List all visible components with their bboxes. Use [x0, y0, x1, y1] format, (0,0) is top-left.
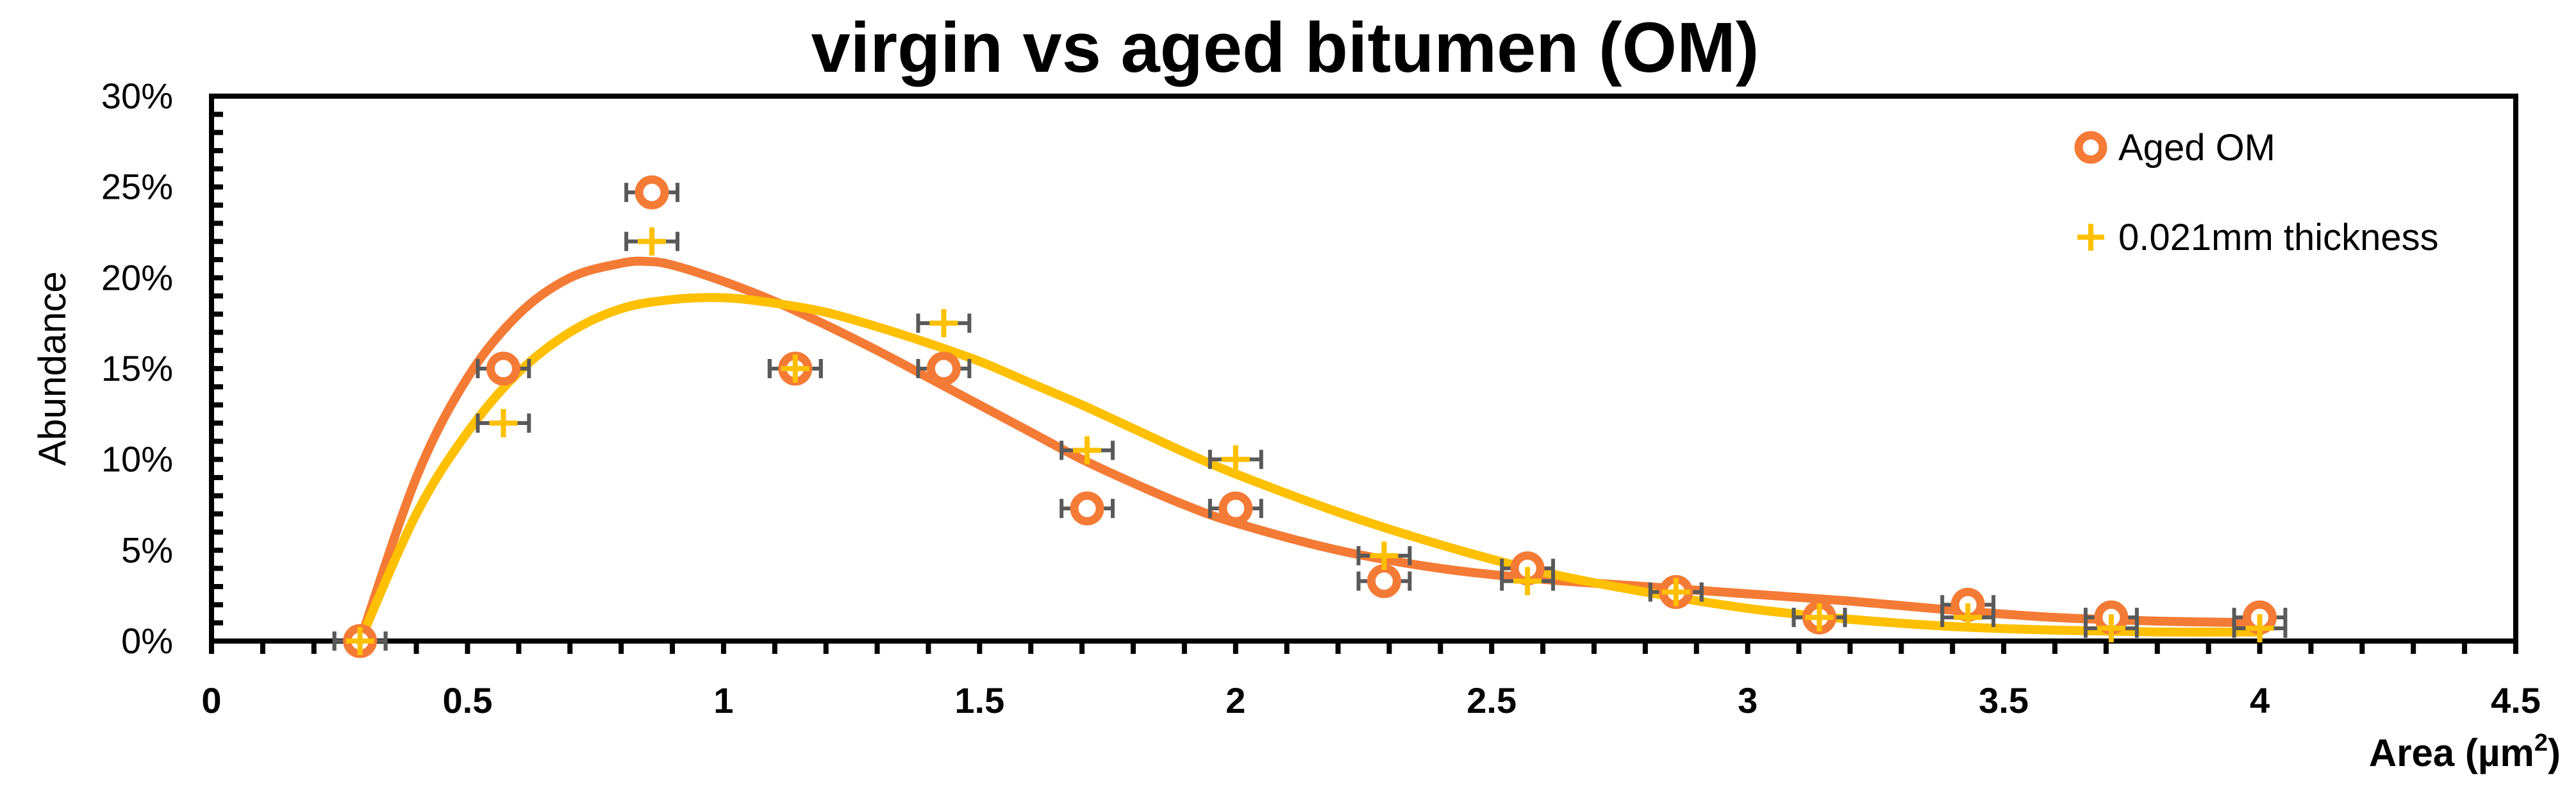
- x-tick-label: 2.5: [1467, 680, 1517, 721]
- data-point-thickness: [2245, 614, 2274, 643]
- legend-marker-circle: [2074, 131, 2107, 164]
- x-tick-label: 2: [1226, 680, 1245, 721]
- legend-label-thickness: 0.021mm thickness: [2118, 217, 2439, 258]
- x-axis-label-close: ): [2548, 731, 2561, 774]
- trendlines-layer: [355, 256, 2264, 646]
- y-tick-label: 10%: [101, 439, 173, 480]
- data-point-thickness: [929, 309, 958, 338]
- legend-marker-plus: [2077, 224, 2104, 251]
- x-axis-label-superscript: 2: [2534, 730, 2548, 756]
- data-point-thickness: [1370, 541, 1399, 570]
- markers-layer: [343, 175, 2277, 658]
- legend-label-aged-om: Aged OM: [2118, 127, 2275, 169]
- data-point-thickness: [2097, 614, 2125, 643]
- y-tick-label: 20%: [101, 257, 173, 297]
- data-point-thickness: [1954, 603, 1982, 632]
- x-axis-label: Area (µm2): [2369, 730, 2561, 774]
- error-bars-layer: [332, 183, 2288, 651]
- data-point-thickness: [638, 227, 667, 256]
- x-tick-label: 4: [2250, 680, 2270, 721]
- y-tick-labels: 0% 5% 10% 15% 20% 25% 30%: [101, 76, 173, 661]
- data-point-aged-om: [635, 175, 669, 210]
- y-tick-label: 5%: [121, 530, 173, 570]
- chart-title: virgin vs aged bitumen (OM): [811, 8, 1759, 87]
- x-tick-label: 4.5: [2491, 680, 2541, 721]
- x-tick-label: 3: [1738, 680, 1757, 721]
- legend-item-aged-om: Aged OM: [2074, 127, 2275, 169]
- x-tick-label: 3.5: [1979, 680, 2029, 721]
- x-tick-label: 1.5: [954, 680, 1004, 721]
- data-point-aged-om: [486, 351, 520, 386]
- x-tick-label: 0.5: [443, 680, 493, 721]
- legend-item-thickness: 0.021mm thickness: [2077, 217, 2439, 258]
- data-point-aged-om: [1367, 564, 1401, 598]
- data-point-thickness: [489, 409, 518, 437]
- legend: Aged OM 0.021mm thickness: [2074, 127, 2439, 258]
- y-tick-label: 0%: [121, 621, 173, 661]
- data-point-thickness: [1221, 445, 1250, 474]
- data-point-thickness: [1513, 567, 1542, 596]
- data-point-aged-om: [1218, 491, 1253, 526]
- data-point-thickness: [781, 354, 810, 383]
- data-point-thickness: [1661, 578, 1690, 606]
- axis-ticks-layer: [209, 94, 2518, 654]
- data-point-aged-om: [1070, 491, 1104, 526]
- data-point-thickness: [345, 627, 374, 655]
- trendline-series-1: [355, 293, 2264, 646]
- x-tick-label: 1: [713, 680, 733, 721]
- y-tick-label: 15%: [101, 348, 173, 388]
- x-tick-labels: 0 0.5 1 1.5 2 2.5 3 3.5 4 4.5: [201, 680, 2541, 721]
- x-axis-label-main: Area (µm: [2369, 731, 2534, 774]
- x-tick-label: 0: [201, 680, 221, 721]
- y-axis-label: Abundance: [31, 271, 74, 466]
- data-point-thickness: [1805, 603, 1834, 632]
- data-point-aged-om: [926, 351, 961, 386]
- data-point-thickness: [1073, 436, 1102, 465]
- trendline-series-0: [355, 256, 2264, 646]
- y-tick-label: 30%: [101, 76, 173, 116]
- y-tick-label: 25%: [101, 167, 173, 207]
